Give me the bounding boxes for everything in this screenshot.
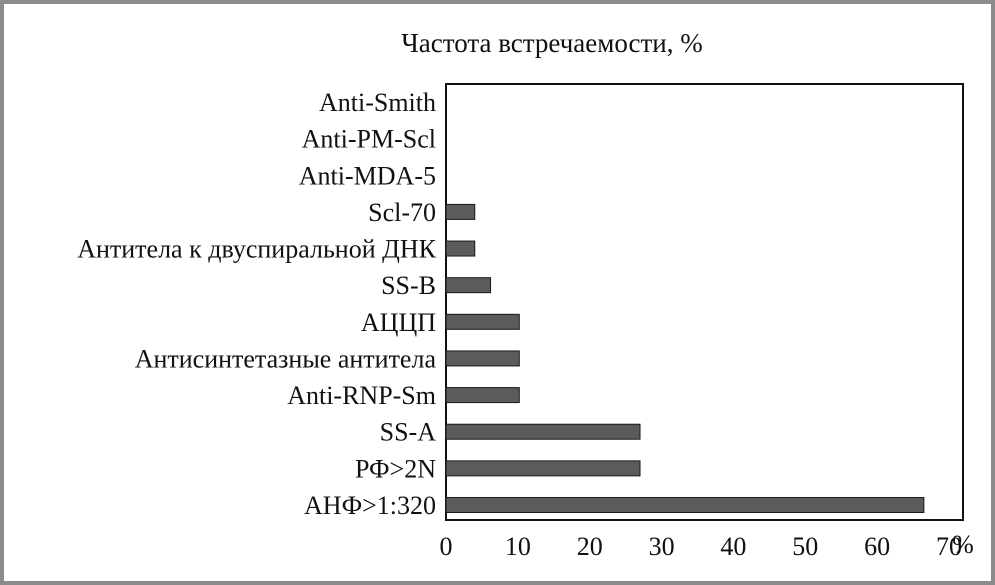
bar: [445, 277, 492, 294]
category-label: АЦЦП: [361, 308, 436, 337]
category-label: Антисинтетазные антитела: [135, 344, 437, 373]
x-tick-labels: 0 10 20 30 40 50 60 70: [440, 532, 963, 561]
category-label: SS-A: [380, 418, 437, 447]
x-tick-label: 70: [936, 532, 962, 561]
bar: [445, 387, 520, 404]
category-label: Anti-Smith: [319, 88, 436, 117]
bar: [445, 423, 641, 440]
x-tick-label: 10: [505, 532, 531, 561]
bars-group: [445, 203, 925, 513]
bar: [445, 497, 925, 513]
category-label: Антитела к двуспиральной ДНК: [77, 235, 436, 264]
x-axis-label: %: [952, 530, 974, 559]
category-label: SS-B: [381, 271, 436, 300]
x-tick-label: 60: [864, 532, 890, 561]
bar: [445, 460, 641, 477]
plot-area: [445, 83, 964, 521]
category-label: Anti-PM-Scl: [302, 125, 436, 154]
x-tick-label: 50: [792, 532, 818, 561]
category-label: Scl-70: [368, 198, 436, 227]
category-label: Anti-MDA-5: [299, 161, 436, 190]
chart-title: Частота встречаемости, %: [401, 28, 703, 58]
bar: [445, 313, 520, 330]
category-label: Anti-RNP-Sm: [287, 381, 436, 410]
x-tick-label: 30: [649, 532, 675, 561]
bar: [445, 240, 476, 257]
category-labels: Anti-Smith Anti-PM-Scl Anti-MDA-5 Scl-70 Ант…: [77, 88, 436, 520]
bar: [445, 203, 476, 220]
x-tick-label: 20: [577, 532, 603, 561]
x-tick-label: 40: [720, 532, 746, 561]
x-tick-label: 0: [440, 532, 453, 561]
bar: [445, 350, 520, 367]
category-label: РФ>2N: [355, 454, 436, 483]
category-label: АНФ>1:320: [304, 491, 436, 520]
